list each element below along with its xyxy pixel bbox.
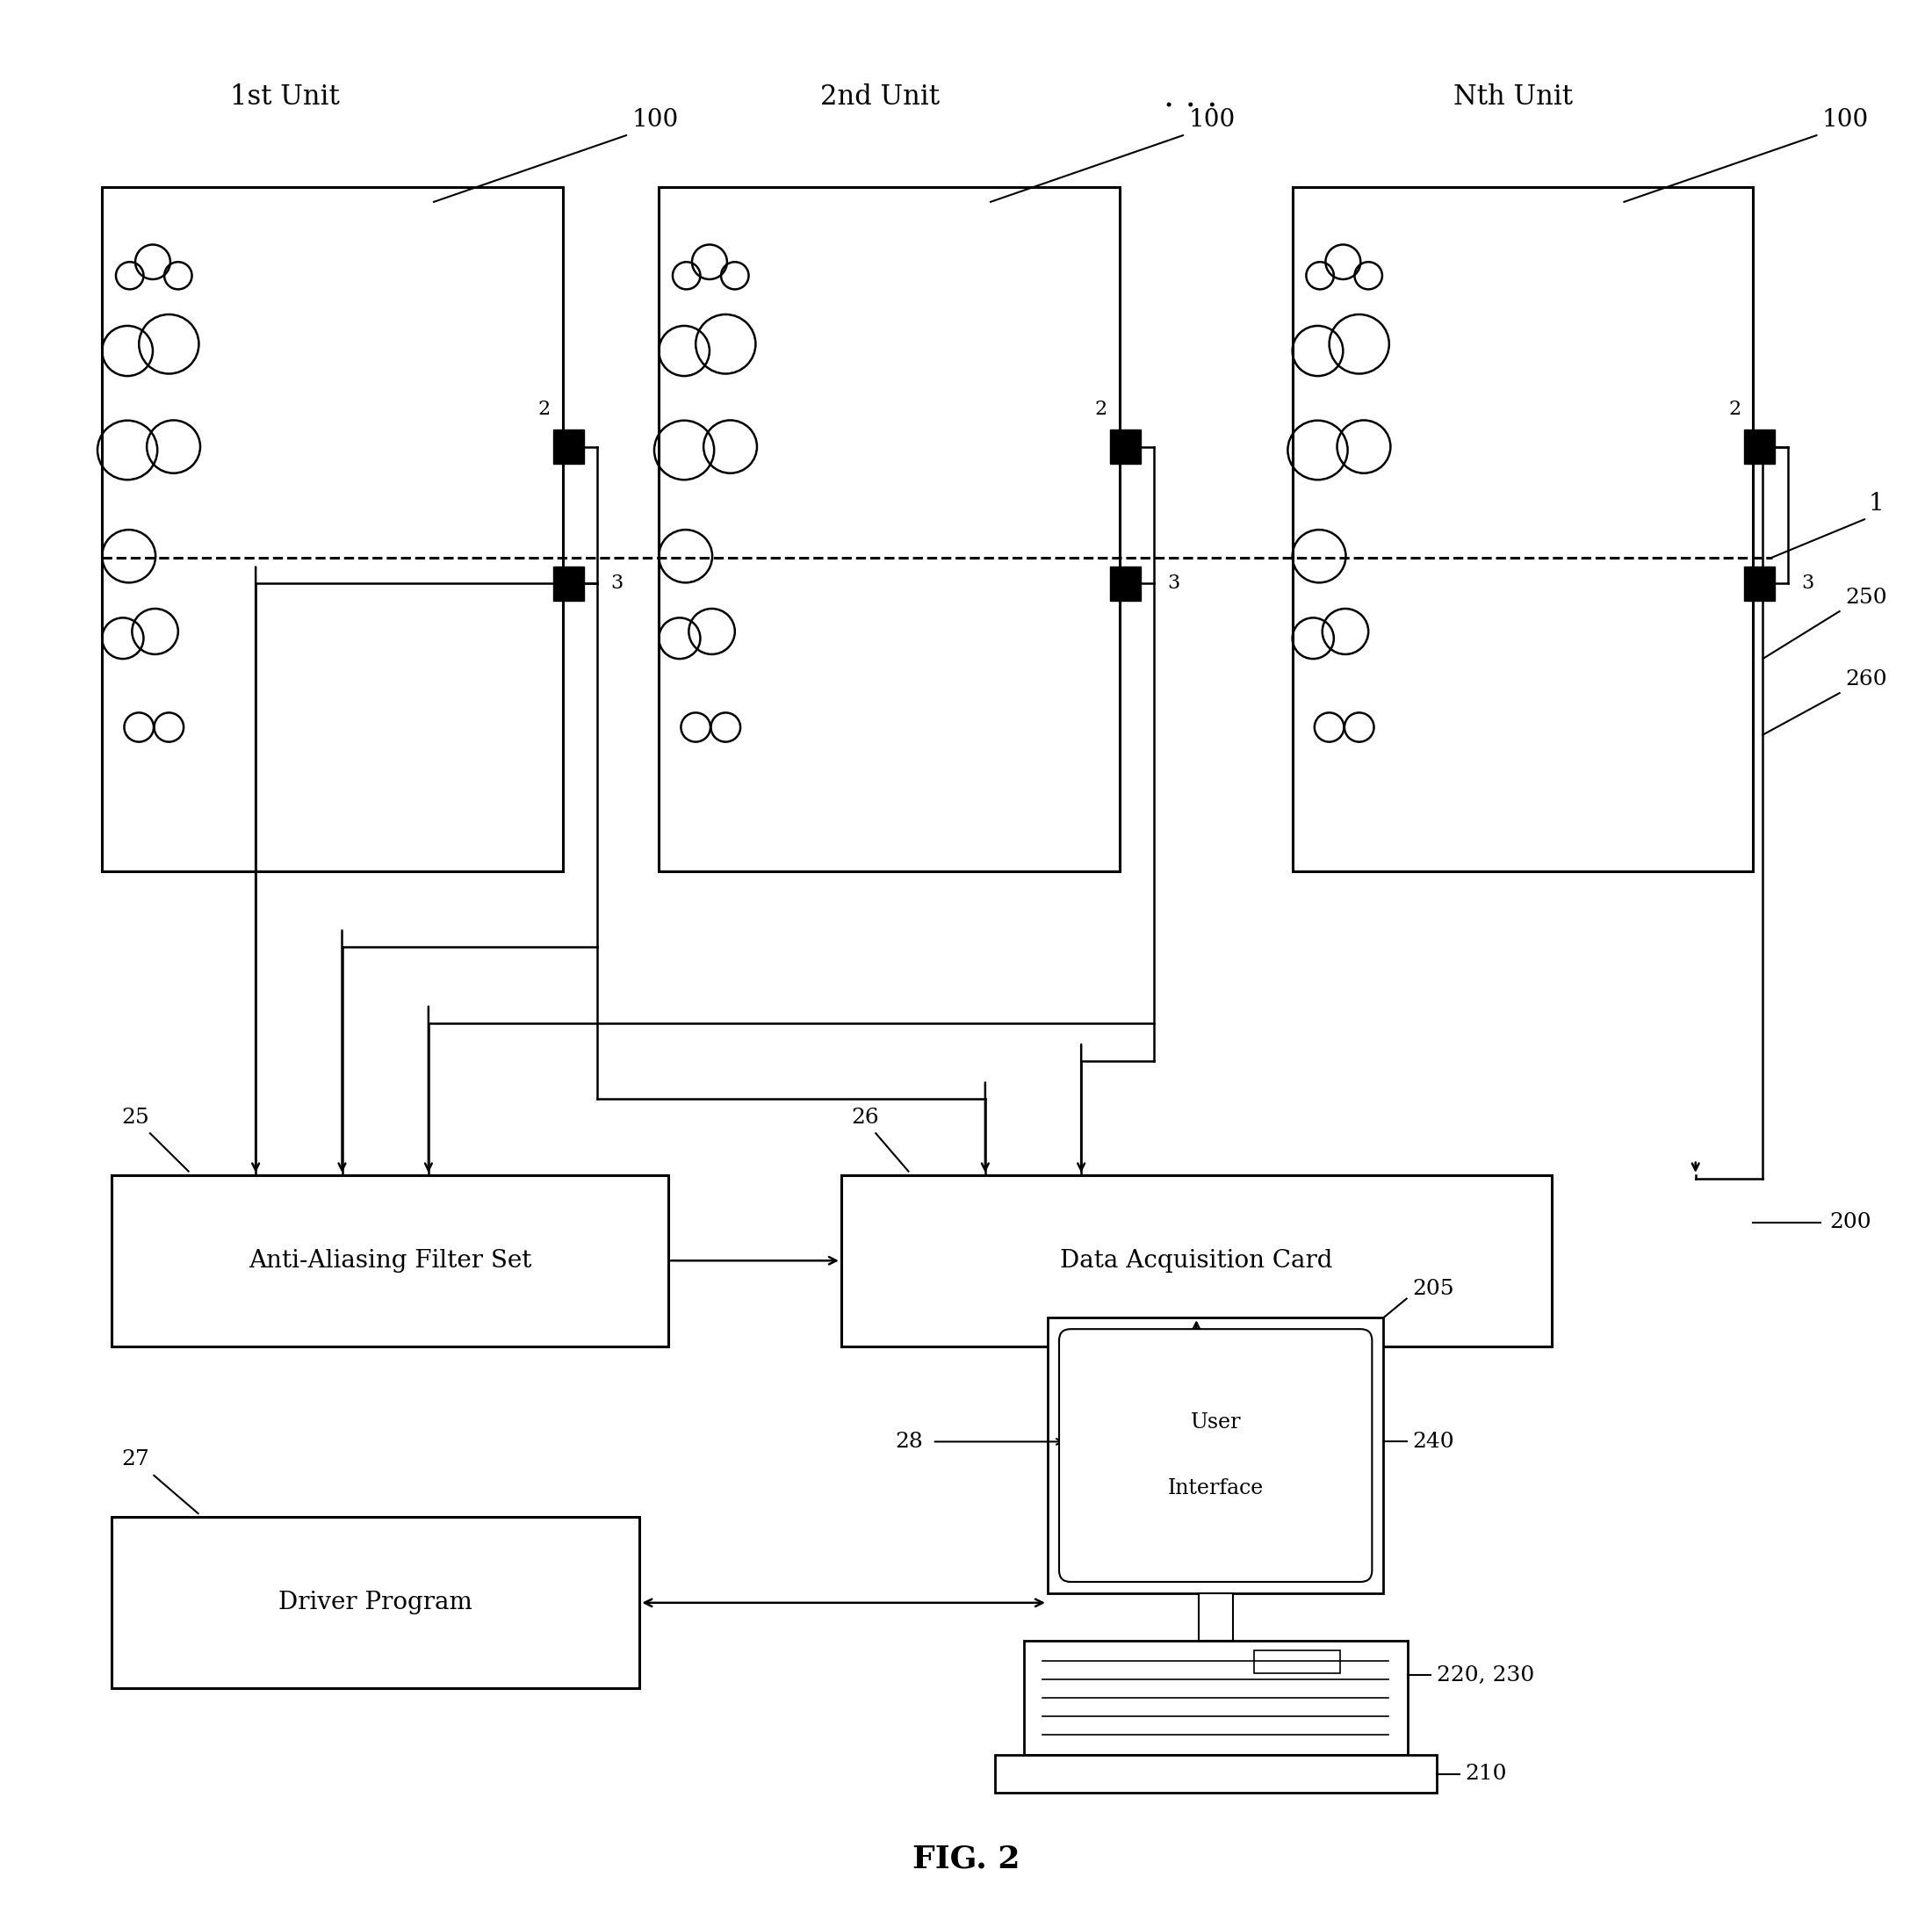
Text: 100: 100	[1822, 107, 1868, 132]
Bar	[1047, 1318, 1383, 1594]
FancyBboxPatch shape	[1059, 1330, 1372, 1582]
Text: 240: 240	[1412, 1431, 1455, 1452]
Text: 260: 260	[1845, 670, 1888, 689]
Bar	[554, 566, 583, 601]
Text: 200: 200	[1830, 1213, 1872, 1232]
Text: . . .: . . .	[1163, 80, 1217, 113]
Text: 26: 26	[850, 1108, 879, 1127]
Text: 205: 205	[1412, 1278, 1455, 1299]
Text: 2nd Unit: 2nd Unit	[819, 84, 939, 111]
Text: 28: 28	[895, 1431, 923, 1452]
Text: 1: 1	[1868, 492, 1884, 515]
Text: 3: 3	[1801, 574, 1814, 593]
Text: Nth Unit: Nth Unit	[1453, 84, 1573, 111]
Text: Interface: Interface	[1167, 1479, 1264, 1498]
Text: 1st Unit: 1st Unit	[230, 84, 340, 111]
Bar	[112, 1517, 639, 1689]
Text: 100: 100	[1188, 107, 1235, 132]
Bar	[1024, 1641, 1408, 1754]
Text: 25: 25	[122, 1108, 149, 1127]
Bar	[1293, 187, 1752, 870]
Bar	[1254, 1651, 1341, 1674]
Bar	[1111, 566, 1142, 601]
Bar	[112, 1175, 668, 1347]
Bar	[995, 1754, 1435, 1792]
Text: 210: 210	[1464, 1764, 1507, 1785]
Text: FIG. 2: FIG. 2	[912, 1844, 1020, 1875]
Bar	[1745, 566, 1776, 601]
Bar	[1111, 430, 1142, 463]
Bar	[102, 187, 562, 870]
Text: Data Acquisition Card: Data Acquisition Card	[1061, 1249, 1333, 1272]
Text: 3: 3	[1167, 574, 1180, 593]
Text: 100: 100	[632, 107, 678, 132]
Text: 250: 250	[1845, 587, 1888, 608]
Text: 3: 3	[611, 574, 624, 593]
Bar	[840, 1175, 1551, 1347]
Bar	[1745, 430, 1776, 463]
Text: 220, 230: 220, 230	[1435, 1664, 1534, 1685]
Text: 2: 2	[539, 400, 551, 419]
Text: Anti-Aliasing Filter Set: Anti-Aliasing Filter Set	[249, 1249, 531, 1272]
Bar	[1198, 1594, 1233, 1641]
Text: 2: 2	[1729, 400, 1741, 419]
Bar	[659, 187, 1119, 870]
Text: 2: 2	[1095, 400, 1107, 419]
Text: 27: 27	[122, 1450, 149, 1469]
Text: Driver Program: Driver Program	[278, 1592, 473, 1615]
Text: User: User	[1190, 1412, 1240, 1433]
Bar	[554, 430, 583, 463]
